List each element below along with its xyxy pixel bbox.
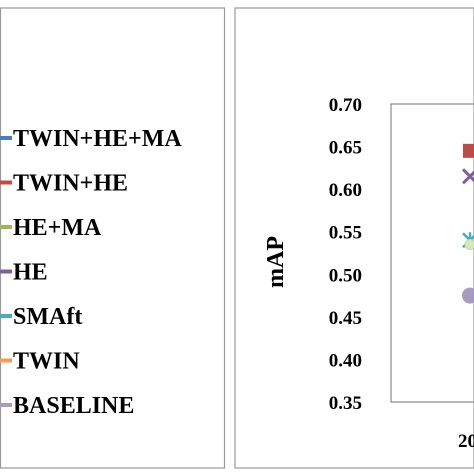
legend-label: SMAft	[13, 304, 82, 330]
y-tick-label: 0.65	[329, 138, 362, 159]
plot-area	[390, 103, 474, 403]
data-point	[463, 143, 474, 158]
legend-label: TWIN+HE	[13, 171, 128, 197]
y-axis-ticks: 0.70 0.65 0.60 0.55 0.50 0.45 0.40 0.35	[329, 95, 362, 414]
y-tick-label: 0.50	[329, 265, 362, 286]
y-tick-label: 0.60	[329, 180, 362, 201]
legend-label: HE	[13, 260, 48, 286]
y-axis-label: mAP	[263, 236, 289, 288]
legend-label: BASELINE	[13, 393, 134, 419]
plot-panel	[234, 7, 474, 469]
legend-label: HE+MA	[13, 215, 102, 241]
legend: TWIN+HE+MA TWIN+HE HE+MA HE SMAft TWIN BASELIN…	[0, 126, 182, 419]
y-tick-label: 0.45	[329, 308, 362, 329]
legend-panel	[0, 7, 226, 469]
x-tick-label: 20	[458, 431, 474, 452]
data-points	[461, 143, 474, 304]
data-point	[464, 238, 474, 250]
y-tick-label: 0.40	[329, 350, 362, 371]
y-tick-label: 0.55	[329, 223, 362, 244]
data-point	[462, 287, 474, 304]
data-point	[461, 168, 474, 185]
legend-label: TWIN	[13, 349, 80, 375]
legend-label: TWIN+HE+MA	[13, 126, 182, 152]
y-tick-label: 0.35	[329, 393, 362, 414]
y-tick-label: 0.70	[329, 95, 362, 116]
